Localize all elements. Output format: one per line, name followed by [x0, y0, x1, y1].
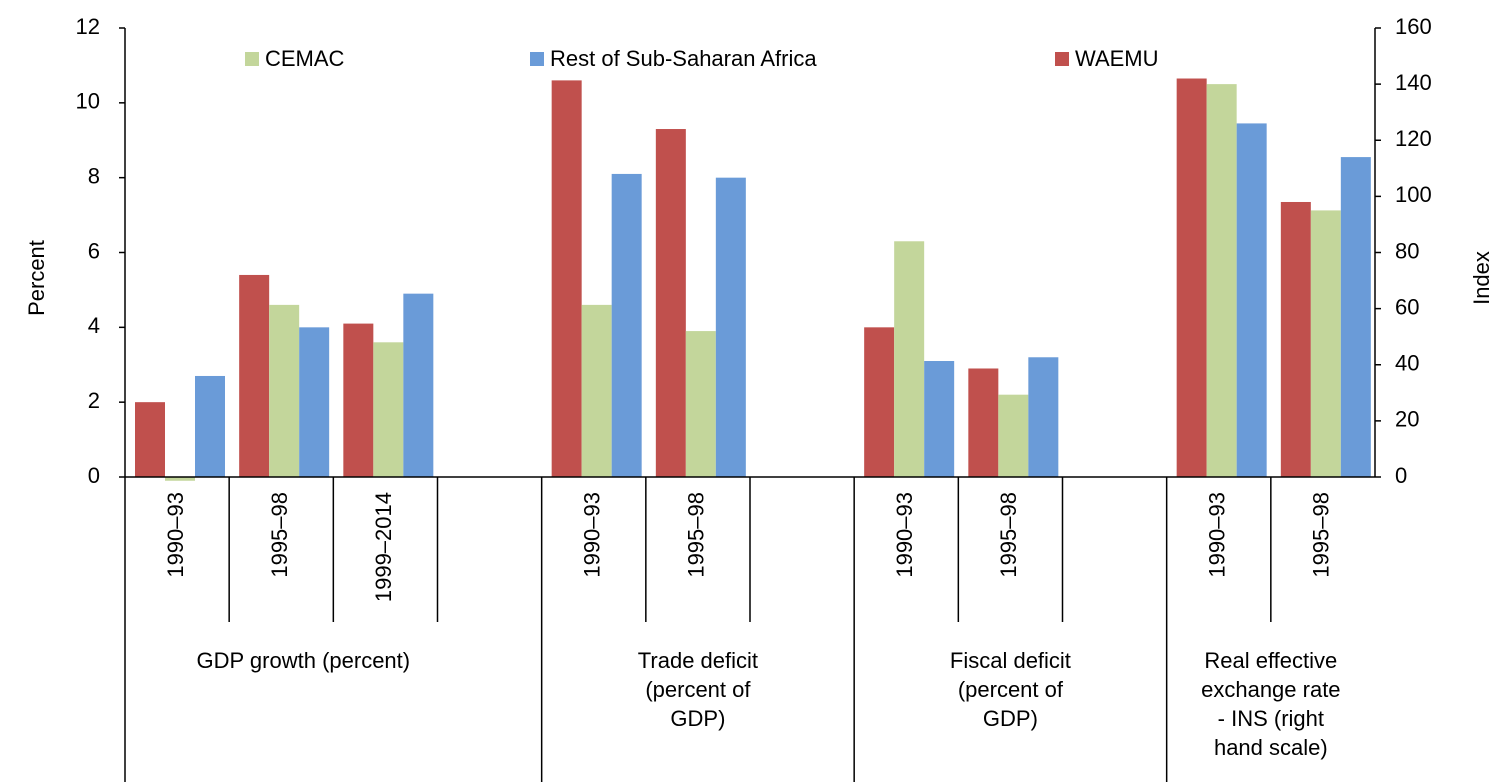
bar: [655, 129, 686, 477]
y-tick-label: 0: [88, 463, 100, 488]
bar: [403, 293, 434, 477]
group-label: exchange rate: [1201, 677, 1340, 702]
bar: [165, 477, 195, 481]
bar: [1280, 201, 1311, 478]
y-tick-label: 8: [88, 163, 100, 188]
y2-tick-label: 40: [1395, 351, 1419, 376]
group-label: GDP growth (percent): [197, 648, 411, 673]
x-tick-label: 1990–93: [892, 492, 917, 578]
y-axis-label: Percent: [24, 240, 49, 316]
group-label: GDP): [983, 706, 1038, 731]
y2-tick-label: 140: [1395, 70, 1432, 95]
bar: [1028, 357, 1059, 477]
bar: [373, 342, 404, 477]
group-label: (percent of: [958, 677, 1064, 702]
legend-swatch: [530, 52, 544, 66]
bar: [239, 274, 270, 477]
group-label: Trade deficit: [638, 648, 758, 673]
y-tick-label: 2: [88, 388, 100, 413]
bar: [1236, 123, 1267, 477]
y2-tick-label: 60: [1395, 294, 1419, 319]
group-label: (percent of: [645, 677, 751, 702]
group-label: hand scale): [1214, 735, 1328, 760]
bar: [1176, 78, 1207, 477]
bar: [299, 327, 330, 477]
legend-swatch: [1055, 52, 1069, 66]
bar: [998, 394, 1029, 477]
x-tick-label: 1990–93: [1205, 492, 1230, 578]
bar: [968, 368, 999, 477]
x-tick-label: 1990–93: [163, 492, 188, 578]
y2-tick-label: 20: [1395, 407, 1419, 432]
bar: [924, 361, 955, 477]
group-label: GDP): [670, 706, 725, 731]
bar: [551, 80, 582, 477]
legend-label: CEMAC: [265, 46, 345, 71]
y-tick-label: 10: [76, 89, 100, 114]
bar: [581, 304, 612, 477]
x-tick-label: 1995–98: [996, 492, 1021, 578]
y-tick-label: 12: [76, 14, 100, 39]
legend-label: WAEMU: [1075, 46, 1159, 71]
bar: [1206, 84, 1237, 477]
bar: [195, 375, 225, 477]
legend-label: Rest of Sub-Saharan Africa: [550, 46, 817, 71]
group-label: Fiscal deficit: [950, 648, 1071, 673]
y2-tick-label: 100: [1395, 182, 1432, 207]
bar: [864, 327, 895, 477]
y2-tick-label: 0: [1395, 463, 1407, 488]
legend-swatch: [245, 52, 259, 66]
bar: [611, 173, 642, 478]
bar: [685, 331, 716, 477]
bar: [269, 304, 300, 477]
x-tick-label: 1990–93: [580, 492, 605, 578]
x-tick-label: 1999–2014: [371, 492, 396, 602]
bar: [894, 241, 925, 477]
group-label: - INS (right: [1218, 706, 1324, 731]
y2-tick-label: 80: [1395, 238, 1419, 263]
bar: [1310, 210, 1341, 477]
bar: [715, 177, 746, 477]
y2-tick-label: 160: [1395, 14, 1432, 39]
y-tick-label: 4: [88, 313, 100, 338]
bar: [1340, 157, 1371, 477]
x-tick-label: 1995–98: [267, 492, 292, 578]
y-tick-label: 6: [88, 238, 100, 263]
y2-tick-label: 120: [1395, 126, 1432, 151]
x-tick-label: 1995–98: [684, 492, 709, 578]
group-label: Real effective: [1204, 648, 1337, 673]
bar: [135, 402, 165, 477]
y2-axis-label: Index: [1469, 251, 1494, 305]
bar: [343, 323, 374, 477]
x-tick-label: 1995–98: [1309, 492, 1334, 578]
